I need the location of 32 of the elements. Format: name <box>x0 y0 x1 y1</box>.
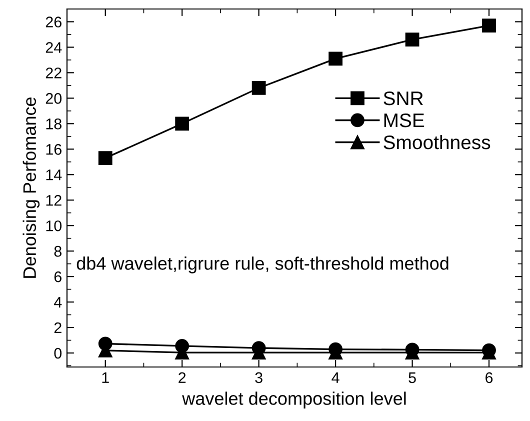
point <box>405 32 420 47</box>
y-tick-label: 26 <box>46 16 62 28</box>
y-tick-label: 4 <box>54 297 62 308</box>
y-tick-label: 16 <box>46 144 62 155</box>
y-axis-title: Denoising Perfomance <box>22 97 40 278</box>
y-tick-label: 22 <box>46 68 62 78</box>
x-tick-label: 6 <box>486 372 493 384</box>
y-tick-label: 24 <box>46 42 62 53</box>
x-tick-label: 4 <box>332 372 340 383</box>
y-tick-label: 6 <box>54 271 62 282</box>
y-tick-label: 12 <box>46 194 62 206</box>
point <box>252 81 266 95</box>
point <box>98 151 112 166</box>
point <box>328 52 342 66</box>
y-tick-label: 8 <box>54 246 62 257</box>
y-tick-label: 14 <box>46 170 62 180</box>
y-tick-label: 0 <box>54 348 62 359</box>
x-axis-title: wavelet decomposition level <box>182 392 406 408</box>
x-tick-label: 3 <box>255 372 262 384</box>
point <box>482 18 496 33</box>
legend-label: MSE <box>384 113 424 128</box>
point <box>175 116 190 131</box>
y-tick-label: 20 <box>46 93 62 104</box>
x-tick-label: 5 <box>408 372 416 384</box>
x-tick-label: 2 <box>178 372 186 383</box>
annotation: db4 wavelet,rigrure rule, soft-threshold method <box>76 256 448 274</box>
legend-label: Smoothness <box>384 134 490 150</box>
y-tick-label: 10 <box>46 220 62 232</box>
legend-label: SNR <box>384 91 423 106</box>
y-tick-label: 18 <box>46 118 62 130</box>
y-tick-label: 2 <box>54 322 62 334</box>
x-tick-label: 1 <box>102 372 109 383</box>
